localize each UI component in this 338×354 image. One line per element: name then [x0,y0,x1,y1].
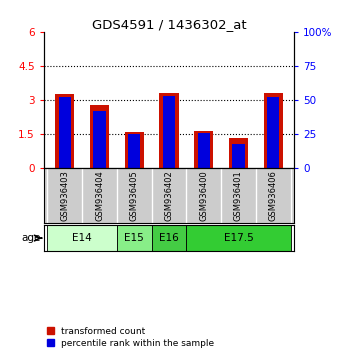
Bar [233,144,245,169]
Bar [47,225,117,251]
Text: GSM936405: GSM936405 [130,170,139,221]
Title: GDS4591 / 1436302_at: GDS4591 / 1436302_at [92,18,246,31]
Bar [59,97,71,169]
Bar [93,111,105,169]
Bar [229,138,248,169]
Bar [117,225,152,251]
Text: GSM936403: GSM936403 [60,170,69,221]
Text: E14: E14 [72,233,92,243]
Bar [163,96,175,169]
Bar [55,95,74,169]
Bar [186,225,291,251]
Text: GSM936400: GSM936400 [199,170,208,221]
Bar [194,131,213,169]
Text: E17.5: E17.5 [224,233,254,243]
Bar [90,105,109,169]
Bar [160,93,178,169]
Legend: transformed count, percentile rank within the sample: transformed count, percentile rank withi… [45,325,216,349]
Text: E16: E16 [159,233,179,243]
Text: GSM936406: GSM936406 [269,170,278,221]
Text: GSM936401: GSM936401 [234,170,243,221]
Bar [264,93,283,169]
Bar [152,225,186,251]
Bar [267,97,279,169]
Text: GSM936402: GSM936402 [165,170,173,221]
Text: E15: E15 [124,233,144,243]
Text: GSM936404: GSM936404 [95,170,104,221]
Bar [198,133,210,169]
Bar [128,134,140,169]
Bar [125,132,144,169]
Text: age: age [21,233,41,243]
